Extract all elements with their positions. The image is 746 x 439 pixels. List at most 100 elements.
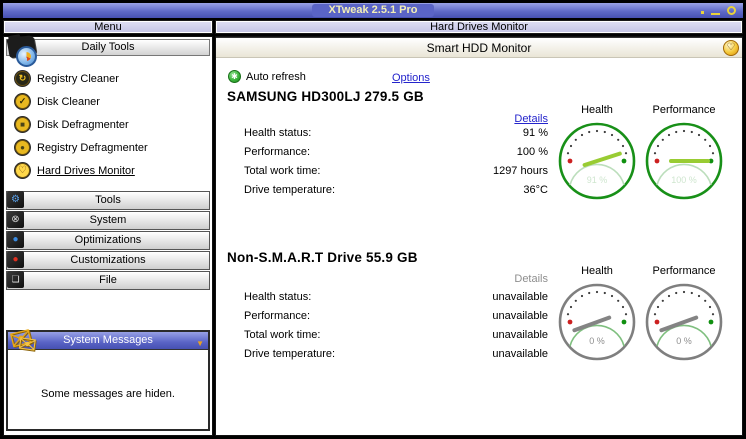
section-file-header[interactable]: File [6,271,210,290]
section-system: System ⊗ [6,211,210,230]
drive-name: SAMSUNG HD300LJ 279.5 GB [227,89,424,104]
svg-text:0 %: 0 % [676,336,692,346]
sidebar-item-disk-defragmenter[interactable]: ■ Disk Defragmenter [15,113,210,136]
system-messages-header: System Messages ▼ [8,332,208,350]
drive-name: Non-S.M.A.R.T Drive 55.9 GB [227,250,418,265]
stat-value: 36°C [523,183,548,196]
daily-tools-folder-clock-icon [6,34,43,73]
main-header: Hard Drives Monitor [215,20,743,34]
collapse-caret-icon[interactable]: ▼ [196,339,204,348]
section-system-header[interactable]: System [6,211,210,230]
table-row: Performance: 100 % [227,142,548,161]
sidebar-item-label: Registry Defragmenter [37,141,148,154]
minimize-icon[interactable] [711,12,720,15]
table-row: Drive temperature: 36°C [227,180,548,199]
clock-icon [16,46,37,67]
drive-stats: Health status: 91 % Performance: 100 % T… [227,123,548,199]
close-icon[interactable] [727,6,736,15]
section-tools: Tools ⚙ [6,191,210,210]
window-dot-icon[interactable] [701,11,704,14]
details-link-disabled: Details [514,273,548,285]
sidebar-item-registry-cleaner[interactable]: ↻ Registry Cleaner [15,67,210,90]
registry-defragmenter-icon: ● [15,140,30,155]
drive-stats: Health status: unavailable Performance: … [227,287,548,363]
heart-badge-icon: ♡ [723,40,739,56]
system-messages-title: System Messages [63,334,153,346]
gauge-label-health: Health [581,265,613,277]
stat-label: Health status: [244,290,312,303]
svg-text:91 %: 91 % [587,175,608,185]
daily-tools-list: ↻ Registry Cleaner ✓ Disk Cleaner ■ Disk… [15,67,210,182]
envelope-icon: ✉ ✉ [6,321,39,359]
customizations-icon: ● [7,251,24,268]
sidebar-item-label: Disk Defragmenter [37,118,129,131]
section-customizations: Customizations ● [6,251,210,270]
stat-value: 91 % [522,126,548,139]
svg-text:0 %: 0 % [589,336,605,346]
table-row: Total work time: 1297 hours [227,161,548,180]
sidebar-item-disk-cleaner[interactable]: ✓ Disk Cleaner [15,90,210,113]
smart-hdd-monitor-bar: Smart HDD Monitor ♡ [216,37,742,58]
table-row: Drive temperature: unavailable [227,344,548,363]
smart-hdd-monitor-title: Smart HDD Monitor [426,41,532,55]
sidebar-item-label: Disk Cleaner [37,95,100,108]
system-icon: ⊗ [7,211,24,228]
performance-gauge: 100 % [642,119,726,203]
section-optimizations-header[interactable]: Optimizations [6,231,210,250]
section-optimizations: Optimizations ● [6,231,210,250]
stat-label: Performance: [244,309,311,322]
sidebar: Menu Daily Tools ↻ Registry Cleaner ✓ Di… [3,20,213,436]
main-panel: Hard Drives Monitor Smart HDD Monitor ♡ … [215,20,743,436]
sidebar-item-hard-drives-monitor[interactable]: ♡ Hard Drives Monitor [15,159,210,182]
window-title: XTweak 2.5.1 Pro [312,4,434,17]
health-gauge: 0 % [555,280,639,364]
daily-tools-header: Daily Tools [6,39,210,56]
gauge-label-performance: Performance [652,265,716,277]
gauge-label-performance: Performance [652,104,716,116]
section-customizations-header[interactable]: Customizations [6,251,210,270]
stat-label: Health status: [244,126,312,139]
hard-drives-monitor-icon: ♡ [15,163,30,178]
registry-cleaner-icon: ↻ [15,71,30,86]
sidebar-header: Menu [3,20,213,34]
title-bar: XTweak 2.5.1 Pro [3,3,743,18]
sidebar-body: Daily Tools ↻ Registry Cleaner ✓ Disk Cl… [3,34,213,436]
gauge-label-health: Health [581,104,613,116]
sidebar-sections: Tools ⚙ System ⊗ Optimizations ● Customi… [4,191,212,291]
table-row: Health status: 91 % [227,123,548,142]
auto-refresh-label: Auto refresh [246,70,306,83]
sidebar-item-label: Hard Drives Monitor [37,164,135,177]
system-messages-text: Some messages are hiden. [41,388,175,400]
options-link[interactable]: Options [392,72,430,84]
stat-label: Drive temperature: [244,183,336,196]
svg-text:100 %: 100 % [671,175,697,185]
section-file: File ❏ [6,271,210,290]
tools-gear-icon: ⚙ [7,191,24,208]
health-gauge: 91 % [555,119,639,203]
stat-label: Drive temperature: [244,347,336,360]
stat-value: 100 % [516,145,548,158]
stat-value: unavailable [492,328,548,341]
disk-cleaner-icon: ✓ [15,94,30,109]
stat-label: Total work time: [244,328,321,341]
stat-value: unavailable [492,309,548,322]
stat-label: Total work time: [244,164,321,177]
system-messages-panel: ✉ ✉ System Messages ▼ Some messages are … [6,322,210,431]
sidebar-item-registry-defragmenter[interactable]: ● Registry Defragmenter [15,136,210,159]
performance-gauge: 0 % [642,280,726,364]
table-row: Total work time: unavailable [227,325,548,344]
disk-defragmenter-icon: ■ [15,117,30,132]
section-tools-header[interactable]: Tools [6,191,210,210]
stat-value: unavailable [492,290,548,303]
auto-refresh-control[interactable]: ✱ Auto refresh [228,70,306,83]
stat-value: 1297 hours [492,164,548,177]
stat-value: unavailable [492,347,548,360]
optimizations-globe-icon: ● [7,231,24,248]
sidebar-item-label: Registry Cleaner [37,72,119,85]
table-row: Health status: unavailable [227,287,548,306]
main-body: Smart HDD Monitor ♡ ✱ Auto refresh Optio… [215,36,743,436]
auto-refresh-icon: ✱ [228,70,241,83]
file-page-icon: ❏ [7,271,24,288]
table-row: Performance: unavailable [227,306,548,325]
details-link[interactable]: Details [514,113,548,125]
